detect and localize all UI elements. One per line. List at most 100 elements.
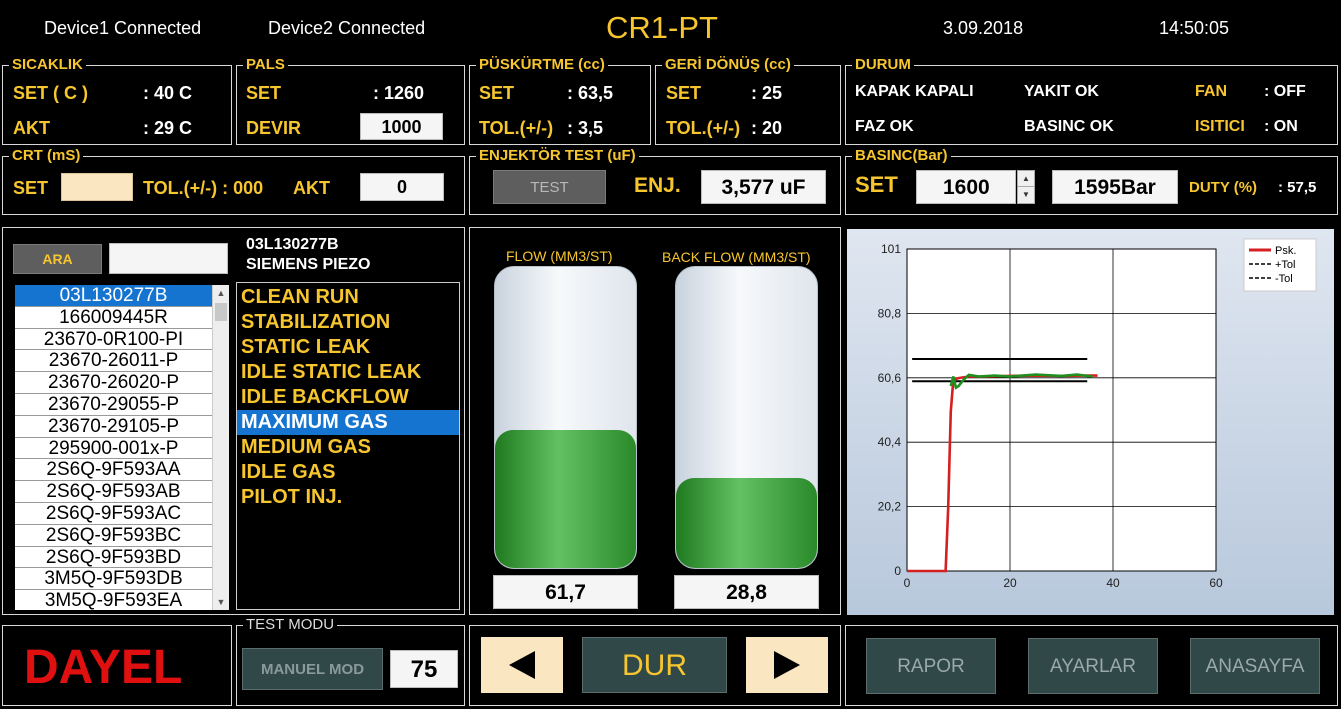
ara-button[interactable]: ARA xyxy=(13,244,102,274)
scroll-up-icon[interactable]: ▲ xyxy=(216,288,226,298)
test-list-item[interactable]: CLEAN RUN xyxy=(241,286,359,308)
enjektor-test-button[interactable]: TEST xyxy=(493,170,606,204)
test-list-items: CLEAN RUN STABILIZATION STATIC LEAK IDLE ST… xyxy=(237,283,459,510)
injector-list-item[interactable]: 2S6Q-9F593AB xyxy=(15,481,212,503)
pressure-chart: 0 20 40 60 0 20,2 40,4 60,6 80,8 101 Psk. +Tol -Tol xyxy=(878,238,1317,590)
yakit-status: YAKIT OK xyxy=(1024,83,1099,100)
puskurtme-set-label: SET xyxy=(479,83,515,103)
previous-button[interactable] xyxy=(481,637,563,693)
basinc-status: BASINC OK xyxy=(1024,118,1114,135)
basinc-set-input[interactable]: 1600 xyxy=(916,170,1016,204)
duty-label: DUTY (%) xyxy=(1189,179,1258,196)
injector-list-item[interactable]: 3M5Q-9F593EA xyxy=(15,590,212,610)
geri-donus-panel: GERİ DÖNÜŞ (cc) SET : 25 TOL.(+/-) : 20 xyxy=(655,57,841,145)
injector-list-item[interactable]: 3M5Q-9F593DB xyxy=(15,568,212,591)
pals-panel: PALS SET : 1260 DEVIR 1000 xyxy=(236,57,465,145)
list-scrollbar[interactable]: ▲ ▼ xyxy=(212,285,229,610)
flow-value: 61,7 xyxy=(493,575,638,609)
injector-list-item[interactable]: 03L130277B xyxy=(15,285,212,307)
test-list-item[interactable]: IDLE STATIC LEAK xyxy=(241,361,422,383)
x-tick-label: 40 xyxy=(1106,576,1120,590)
crt-tol-label: TOL.(+/-) : 000 xyxy=(143,178,264,198)
geri-donus-tol-value: : 20 xyxy=(751,118,783,138)
injector-list-item[interactable]: 2S6Q-9F593AA xyxy=(15,459,212,482)
dur-stop-button[interactable]: DUR xyxy=(582,637,727,693)
injector-list-item[interactable]: 166009445R xyxy=(15,307,212,329)
manuel-mod-button[interactable]: MANUEL MOD xyxy=(242,648,383,690)
legend-label: -Tol xyxy=(1275,273,1293,285)
spinner-up-icon[interactable]: ▲ xyxy=(1018,171,1034,187)
fan-value: : OFF xyxy=(1264,83,1306,100)
duty-value: : 57,5 xyxy=(1278,179,1317,196)
geri-donus-set-value: : 25 xyxy=(751,83,783,103)
nav-panel: RAPOR AYARLAR ANASAYFA xyxy=(845,625,1338,706)
test-list-item[interactable]: STABILIZATION xyxy=(241,311,391,333)
arrow-left-icon xyxy=(509,651,535,679)
spinner-down-icon[interactable]: ▼ xyxy=(1022,190,1030,199)
sicaklik-panel: SICAKLIK SET ( C ) : 40 C AKT : 29 C xyxy=(2,57,232,145)
puskurtme-tol-value: : 3,5 xyxy=(567,118,604,138)
pressure-chart-area: 0 20 40 60 0 20,2 40,4 60,6 80,8 101 Psk. +Tol -Tol xyxy=(847,229,1334,615)
injector-list[interactable]: 03L130277B 166009445R 23670-0R100-PI 23670-… xyxy=(15,285,229,610)
x-tick-label: 60 xyxy=(1209,576,1223,590)
flow-label: FLOW (MM3/ST) xyxy=(506,248,613,264)
puskurtme-tol-label: TOL.(+/-) xyxy=(479,118,554,138)
test-modu-panel: TEST MODU MANUEL MOD 75 xyxy=(236,617,465,706)
enj-label: ENJ. xyxy=(634,174,681,197)
injector-list-item[interactable]: 2S6Q-9F593BC xyxy=(15,525,212,547)
injector-list-item[interactable]: 23670-26020-P xyxy=(15,372,212,394)
test-list-item[interactable]: MEDIUM GAS xyxy=(241,436,371,458)
geri-donus-tol-label: TOL.(+/-) xyxy=(666,118,741,138)
geri-donus-title: GERİ DÖNÜŞ (cc) xyxy=(662,57,794,73)
test-list[interactable]: CLEAN RUN STABILIZATION STATIC LEAK IDLE ST… xyxy=(236,282,460,610)
isitici-label: ISITICI xyxy=(1195,118,1245,135)
test-list-item[interactable]: IDLE GAS xyxy=(241,461,336,483)
injector-list-item[interactable]: 2S6Q-9F593AC xyxy=(15,503,212,525)
flow-gauge xyxy=(494,266,637,569)
anasayfa-button[interactable]: ANASAYFA xyxy=(1190,638,1320,694)
injector-list-item[interactable]: 295900-001x-P xyxy=(15,438,212,460)
isitici-value: : ON xyxy=(1264,118,1298,135)
selected-injector-code: 03L130277B xyxy=(246,236,339,253)
injector-list-item[interactable]: 2S6Q-9F593BD xyxy=(15,547,212,569)
selected-injector-type: SIEMENS PIEZO xyxy=(246,256,371,273)
scroll-down-icon[interactable]: ▼ xyxy=(216,597,226,607)
search-input[interactable] xyxy=(109,243,228,274)
test-modu-value: 75 xyxy=(390,650,458,688)
test-list-item[interactable]: IDLE BACKFLOW xyxy=(241,386,409,408)
crt-set-label: SET xyxy=(13,178,49,198)
crt-title: CRT (mS) xyxy=(9,148,84,164)
device2-status: Device2 Connected xyxy=(268,18,426,38)
test-list-item[interactable]: PILOT INJ. xyxy=(241,486,343,508)
test-list-item[interactable]: STATIC LEAK xyxy=(241,336,371,358)
crt-akt-value: 0 xyxy=(360,173,444,201)
chart-legend xyxy=(1243,238,1317,292)
scroll-thumb[interactable] xyxy=(215,303,227,321)
devir-input[interactable]: 1000 xyxy=(360,113,443,140)
fan-label: FAN xyxy=(1195,83,1227,100)
basinc-set-label: SET xyxy=(855,172,898,197)
geri-donus-set-label: SET xyxy=(666,83,702,103)
app-title: CR1-PT xyxy=(606,10,718,45)
brand-logo: DAYEL xyxy=(24,641,183,694)
next-button[interactable] xyxy=(746,637,828,693)
y-tick-label: 20,2 xyxy=(878,500,902,514)
y-tick-label: 60,6 xyxy=(878,371,902,385)
sicaklik-title: SICAKLIK xyxy=(9,57,86,73)
injector-list-item[interactable]: 23670-29055-P xyxy=(15,394,212,416)
rapor-button[interactable]: RAPOR xyxy=(866,638,996,694)
test-list-item[interactable]: MAXIMUM GAS xyxy=(237,410,459,435)
puskurtme-set-value: : 63,5 xyxy=(567,83,614,103)
durum-title: DURUM xyxy=(852,57,914,73)
crt-set-input[interactable] xyxy=(61,173,133,201)
injector-list-items: 03L130277B 166009445R 23670-0R100-PI 23670-… xyxy=(15,285,212,610)
x-tick-label: 0 xyxy=(904,576,911,590)
device1-status: Device1 Connected xyxy=(44,18,202,38)
test-modu-title: TEST MODU xyxy=(243,617,338,633)
injector-list-item[interactable]: 23670-29105-P xyxy=(15,416,212,438)
flow-panel: FLOW (MM3/ST) BACK FLOW (MM3/ST) 61,7 28… xyxy=(469,227,841,615)
basinc-spinner[interactable]: ▲ ▼ xyxy=(1017,170,1035,204)
ayarlar-button[interactable]: AYARLAR xyxy=(1028,638,1158,694)
injector-list-item[interactable]: 23670-26011-P xyxy=(15,350,212,373)
injector-list-item[interactable]: 23670-0R100-PI xyxy=(15,329,212,351)
